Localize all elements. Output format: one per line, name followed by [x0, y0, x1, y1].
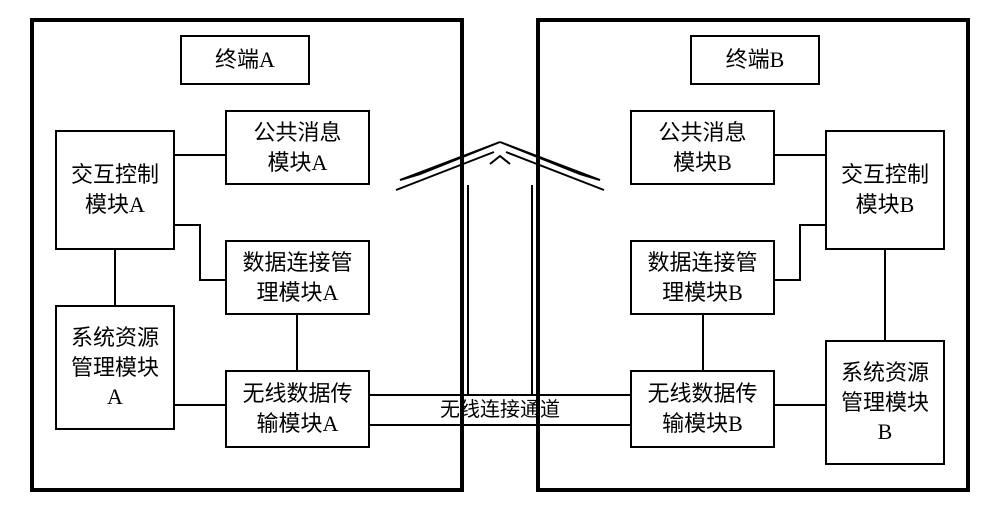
node-label: 系统资源 管理模块 A — [71, 323, 159, 412]
node-label: 数据连接管 理模块A — [242, 248, 352, 307]
node-label: 数据连接管 理模块B — [647, 248, 757, 307]
node-sysA: 系统资源 管理模块 A — [55, 305, 175, 430]
node-label: 交互控制 模块A — [71, 160, 159, 219]
wireless-channel: 无线连接通道 — [370, 395, 630, 425]
node-label: 系统资源 管理模块 B — [841, 358, 929, 447]
node-label: 公共消息 模块A — [253, 118, 341, 177]
node-label: 无线数据传 输模块A — [242, 379, 352, 438]
channel-label: 无线连接通道 — [440, 397, 560, 424]
node-pubA: 公共消息 模块A — [225, 110, 370, 185]
node-wdA: 无线数据传 输模块A — [225, 370, 370, 448]
node-label: 交互控制 模块B — [841, 160, 929, 219]
node-dcmB: 数据连接管 理模块B — [630, 240, 775, 315]
node-termA: 终端A — [180, 35, 310, 85]
node-label: 终端B — [726, 45, 785, 75]
node-label: 公共消息 模块B — [658, 118, 746, 177]
node-wdB: 无线数据传 输模块B — [630, 370, 775, 448]
node-sysB: 系统资源 管理模块 B — [825, 340, 945, 465]
node-termB: 终端B — [690, 35, 820, 85]
node-label: 终端A — [215, 45, 275, 75]
node-label: 无线数据传 输模块B — [647, 379, 757, 438]
node-pubB: 公共消息 模块B — [630, 110, 775, 185]
node-dcmA: 数据连接管 理模块A — [225, 240, 370, 315]
node-interB: 交互控制 模块B — [825, 130, 945, 250]
node-interA: 交互控制 模块A — [55, 130, 175, 250]
